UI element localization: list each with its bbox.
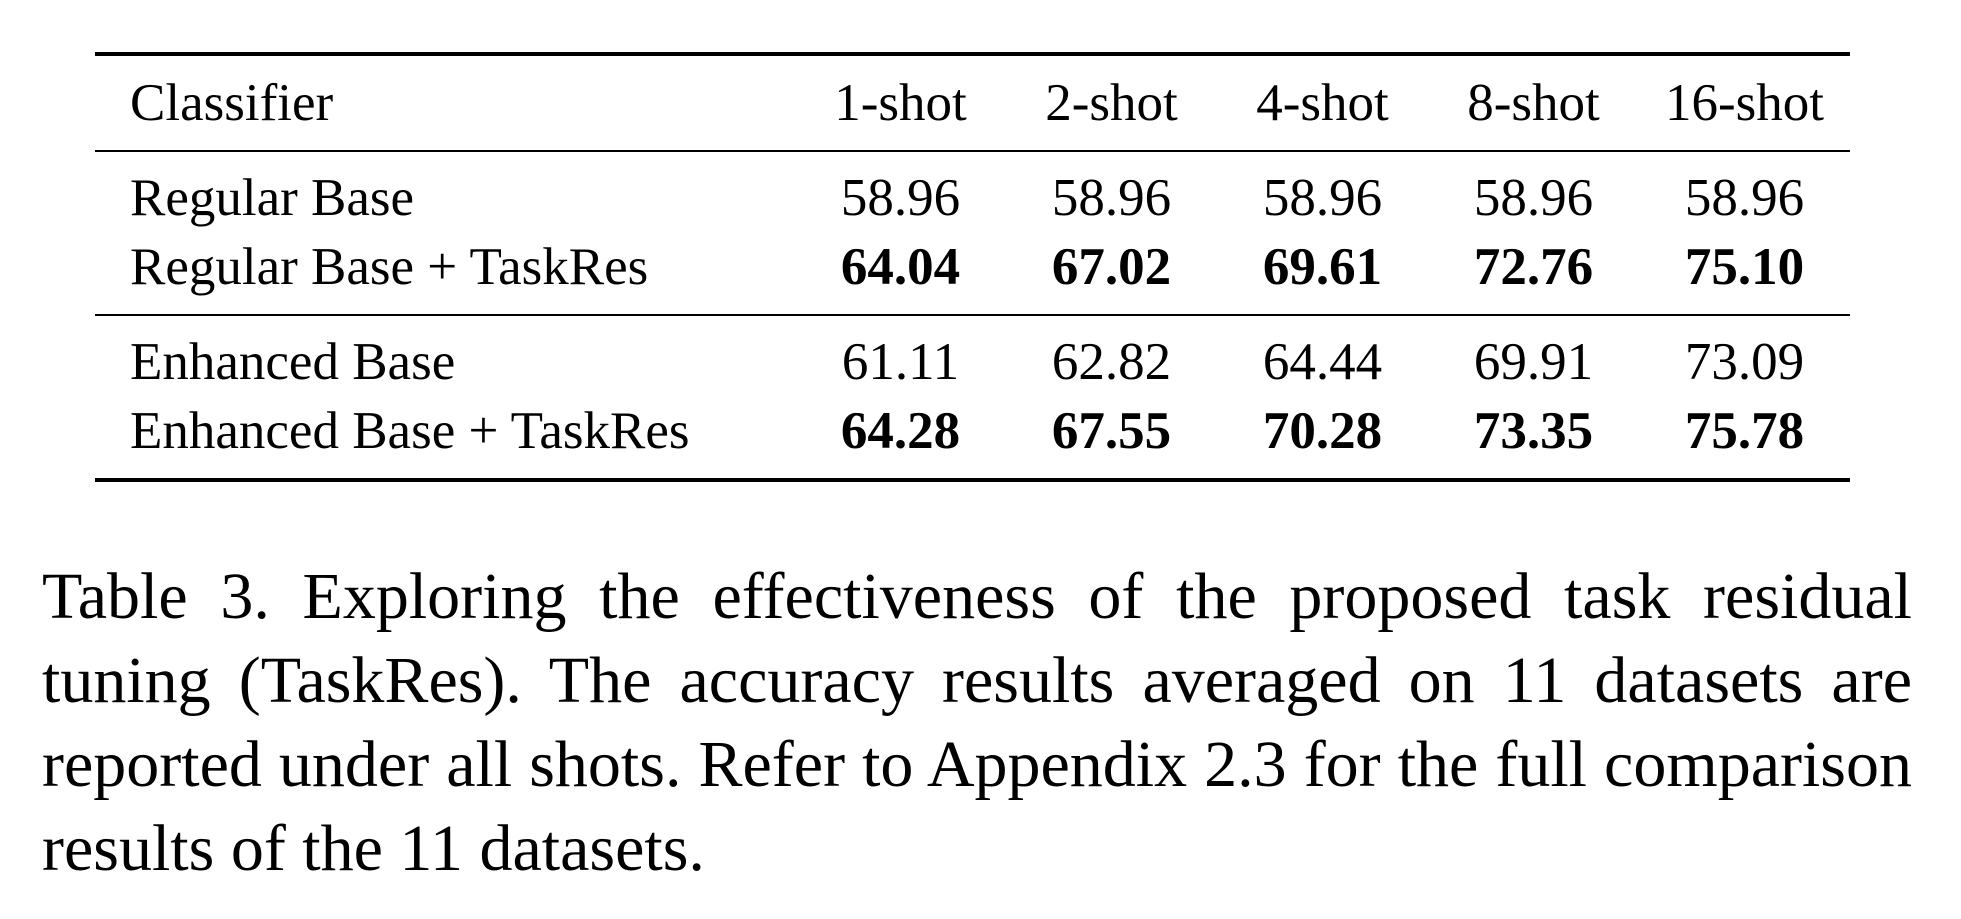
cell-1-shot: 64.28 bbox=[840, 402, 961, 460]
table-row-enhanced-base-taskres: Enhanced Base + TaskRes 64.28 67.55 70.2… bbox=[95, 397, 1850, 480]
cell-2-shot: 58.96 bbox=[1051, 169, 1172, 227]
column-header-16-shot: 16-shot bbox=[1665, 73, 1824, 132]
cell-2-shot: 67.55 bbox=[1051, 402, 1172, 460]
cell-16-shot: 75.10 bbox=[1684, 238, 1805, 296]
cell-16-shot: 58.96 bbox=[1684, 169, 1805, 227]
table-row-enhanced-base: Enhanced Base 61.11 62.82 64.44 69.91 73… bbox=[95, 315, 1850, 397]
cell-1-shot: 58.96 bbox=[840, 169, 961, 227]
cell-8-shot: 69.91 bbox=[1473, 333, 1594, 391]
cell-4-shot: 58.96 bbox=[1262, 169, 1383, 227]
cell-1-shot: 64.04 bbox=[840, 238, 961, 296]
table-row-regular-base-taskres: Regular Base + TaskRes 64.04 67.02 69.61… bbox=[95, 233, 1850, 315]
row-label: Enhanced Base + TaskRes bbox=[130, 402, 690, 460]
cell-1-shot: 61.11 bbox=[841, 333, 960, 391]
cell-4-shot: 64.44 bbox=[1262, 333, 1383, 391]
results-table: Classifier 1-shot 2-shot 4-shot 8-shot 1… bbox=[95, 52, 1850, 482]
row-label: Enhanced Base bbox=[130, 333, 456, 391]
column-header-4-shot: 4-shot bbox=[1256, 73, 1389, 132]
column-header-2-shot: 2-shot bbox=[1045, 73, 1178, 132]
row-label: Regular Base + TaskRes bbox=[130, 238, 649, 296]
table-header-row: Classifier 1-shot 2-shot 4-shot 8-shot 1… bbox=[95, 54, 1850, 151]
cell-8-shot: 72.76 bbox=[1473, 238, 1594, 296]
cell-4-shot: 70.28 bbox=[1262, 402, 1383, 460]
table-caption: Table 3. Exploring the effectiveness of … bbox=[42, 560, 1912, 885]
cell-4-shot: 69.61 bbox=[1262, 238, 1383, 296]
table-row-regular-base: Regular Base 58.96 58.96 58.96 58.96 58.… bbox=[95, 151, 1850, 233]
row-label: Regular Base bbox=[130, 169, 415, 227]
cell-8-shot: 73.35 bbox=[1473, 402, 1594, 460]
column-header-8-shot: 8-shot bbox=[1467, 73, 1600, 132]
cell-16-shot: 73.09 bbox=[1684, 333, 1805, 391]
cell-16-shot: 75.78 bbox=[1684, 402, 1805, 460]
cell-2-shot: 62.82 bbox=[1051, 333, 1172, 391]
cell-2-shot: 67.02 bbox=[1051, 238, 1172, 296]
column-header-classifier: Classifier bbox=[130, 73, 334, 132]
cell-8-shot: 58.96 bbox=[1473, 169, 1594, 227]
column-header-1-shot: 1-shot bbox=[834, 73, 967, 132]
